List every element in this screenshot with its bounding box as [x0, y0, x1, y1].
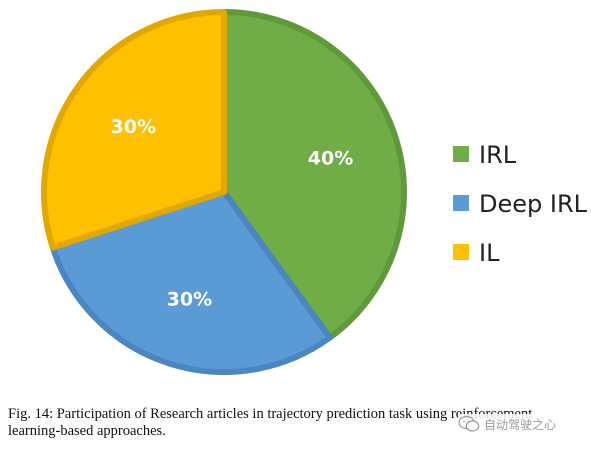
pie-slices [41, 9, 407, 375]
watermark-text: 自动驾驶之心 [484, 417, 557, 432]
legend: IRL Deep IRL IL [453, 141, 588, 267]
slice-label-deep-irl: 30% [167, 289, 212, 311]
legend-label-irl: IRL [479, 141, 517, 169]
pie-slice-labels: 40% 30% 30% [111, 116, 354, 310]
figure-caption: Fig. 14: Participation of Research artic… [8, 406, 533, 439]
slice-label-il: 30% [111, 116, 156, 138]
legend-swatch-deep-irl [453, 195, 469, 211]
slice-label-irl: 40% [308, 147, 353, 169]
watermark: 自动驾驶之心 [458, 414, 557, 434]
wechat-logo-icon [458, 415, 480, 432]
pie-slice-deep-irl [49, 189, 333, 375]
legend-label-il: IL [479, 239, 500, 267]
pie-slice-irl [221, 9, 407, 341]
pie-slice-il [41, 9, 227, 251]
legend-swatch-irl [453, 146, 469, 162]
legend-swatch-il [453, 244, 469, 260]
legend-label-deep-irl: Deep IRL [479, 190, 588, 218]
